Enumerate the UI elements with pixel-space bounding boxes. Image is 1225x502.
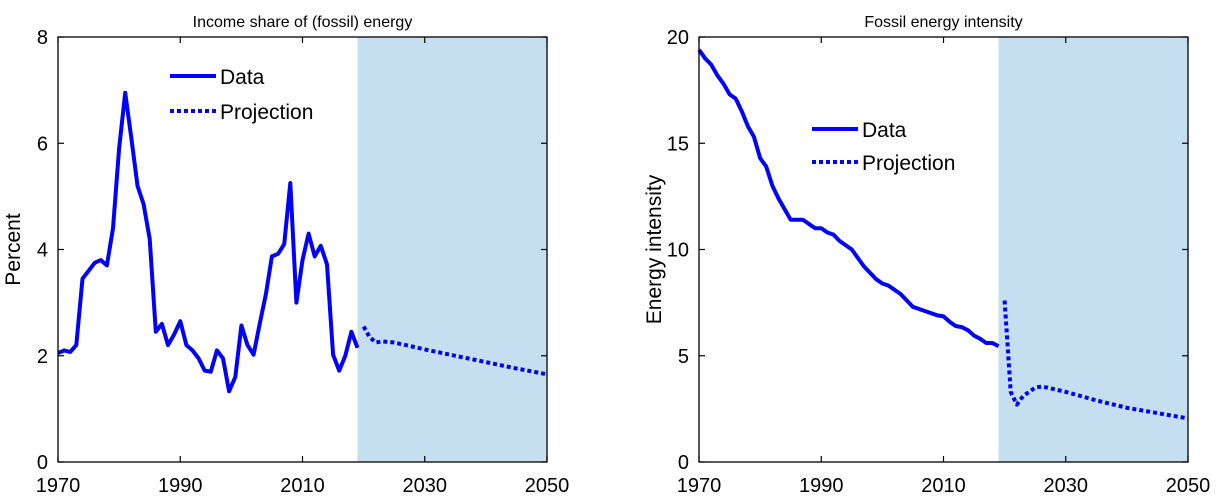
y-tick-label: 20 xyxy=(667,27,689,49)
y-tick-label: 8 xyxy=(37,27,48,49)
legend-label-projection: Projection xyxy=(862,152,955,175)
data-series-line xyxy=(697,48,1000,348)
x-tick-label: 2010 xyxy=(921,475,966,497)
chart-title: Fossil energy intensity xyxy=(864,14,1022,31)
y-tick-label: 4 xyxy=(37,240,48,262)
x-tick-label: 2030 xyxy=(1044,475,1089,497)
x-tick-label: 1970 xyxy=(677,475,722,497)
x-tick-label: 2050 xyxy=(525,475,570,497)
y-tick-label: 0 xyxy=(37,452,48,474)
x-tick-label: 2010 xyxy=(280,475,325,497)
x-tick-label: 2050 xyxy=(1166,475,1211,497)
x-tick-label: 2030 xyxy=(403,475,448,497)
y-tick-label: 5 xyxy=(678,346,689,368)
legend-label-projection: Projection xyxy=(220,101,313,124)
data-series-line xyxy=(57,90,360,394)
projection-shaded-region xyxy=(357,37,547,462)
legend-label-data: Data xyxy=(862,119,907,142)
y-tick-label: 6 xyxy=(37,133,48,155)
y-axis-label: Percent xyxy=(2,213,25,286)
y-tick-label: 15 xyxy=(667,133,689,155)
chart-title: Income share of (fossil) energy xyxy=(193,14,413,31)
x-tick-label: 1990 xyxy=(158,475,203,497)
x-tick-label: 1970 xyxy=(36,475,81,497)
projection-series-line xyxy=(361,325,548,377)
y-tick-label: 10 xyxy=(667,240,689,262)
legend-label-data: Data xyxy=(220,66,265,89)
projection-shaded-region xyxy=(998,37,1188,462)
projection-series-line xyxy=(1002,300,1189,421)
y-tick-label: 2 xyxy=(37,346,48,368)
y-axis-label: Energy intensity xyxy=(643,174,666,324)
chart-panel-1: 1970 1990 2010 2030 2050 0 2 4 6 8 Income share of… xyxy=(2,14,569,497)
x-tick-label: 1990 xyxy=(799,475,844,497)
chart-panel-2: 1970 1990 2010 2030 2050 0 5 10 15 20 Fossil energ… xyxy=(643,14,1210,497)
y-tick-label: 0 xyxy=(678,452,689,474)
